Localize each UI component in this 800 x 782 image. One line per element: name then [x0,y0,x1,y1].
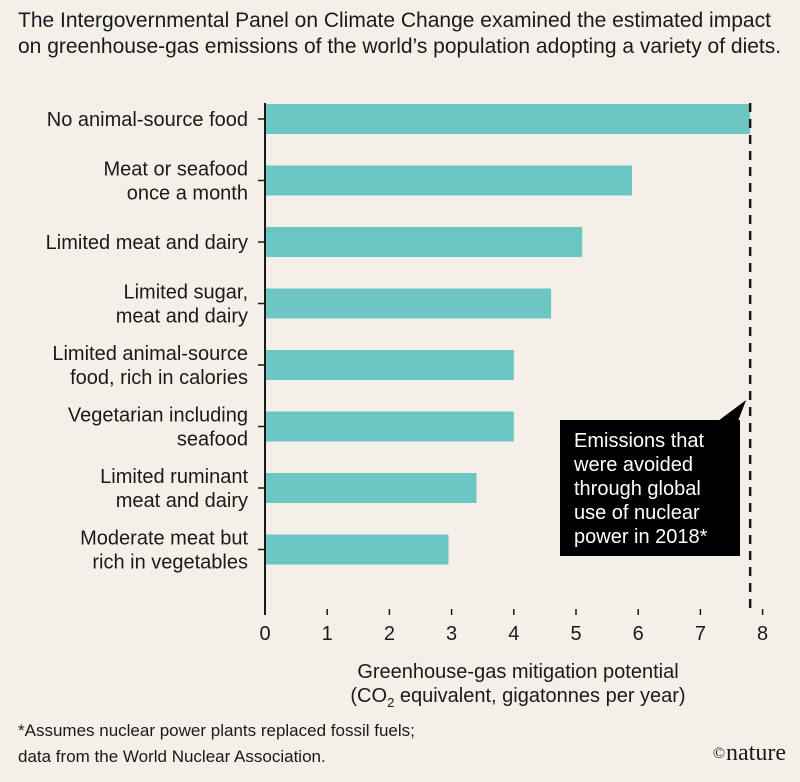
x-tick-label-7: 7 [695,623,706,645]
x-tick-label-8: 8 [757,623,768,645]
bar-2 [265,165,632,196]
bar-7 [265,473,477,503]
callout-line-3: through global [574,478,701,500]
callout-line-5: power in 2018* [574,526,708,548]
footnote: *Assumes nuclear power plants replaced f… [18,718,538,770]
category-label-5: Limited animal-source food, rich in calor… [52,343,248,389]
x-tick-label-6: 6 [633,623,644,645]
category-label-6: Vegetarian including seafood [68,405,248,451]
callout-line-4: use of nuclear [574,502,700,524]
nature-credit: ©nature [713,740,786,767]
footnote-line-2: data from the World Nuclear Association. [18,747,326,766]
category-label-7: Limited ruminant meat and dairy [100,466,248,512]
bar-1 [265,104,751,134]
x-axis-title-line-1: Greenhouse-gas mitigation potential [357,661,678,683]
category-label-2: Meat or seafood once a month [103,159,248,205]
callout-pointer [718,400,747,421]
category-label-3: Limited meat and dairy [46,232,248,254]
bar-3 [265,227,583,257]
x-axis-title-line-2: (CO2 equivalent, gigatonnes per year) [350,685,685,710]
footnote-line-1: *Assumes nuclear power plants replaced f… [18,721,415,740]
bar-8 [265,534,449,565]
bar-5 [265,350,514,380]
chart-intro: The Intergovernmental Panel on Climate C… [18,9,782,58]
bar-4 [265,288,552,319]
callout-line-1: Emissions that [574,430,704,452]
callout-box [560,420,740,556]
callout-line-2: were avoided [573,454,693,476]
x-tick-label-4: 4 [508,623,519,645]
x-tick-label-3: 3 [446,623,457,645]
bar-6 [265,411,514,442]
category-label-1: No animal-source food [47,109,248,131]
x-tick-label-1: 1 [322,623,333,645]
x-tick-label-5: 5 [570,623,581,645]
x-tick-label-2: 2 [384,623,395,645]
bar-chart: No animal-source food Meat or seafood once… [46,103,768,710]
category-label-8: Moderate meat but rich in vegetables [80,528,248,574]
x-tick-label-0: 0 [259,623,270,645]
category-label-4: Limited sugar, meat and dairy [116,282,248,328]
publisher-name: nature [726,740,786,766]
copyright-symbol: © [712,745,726,762]
